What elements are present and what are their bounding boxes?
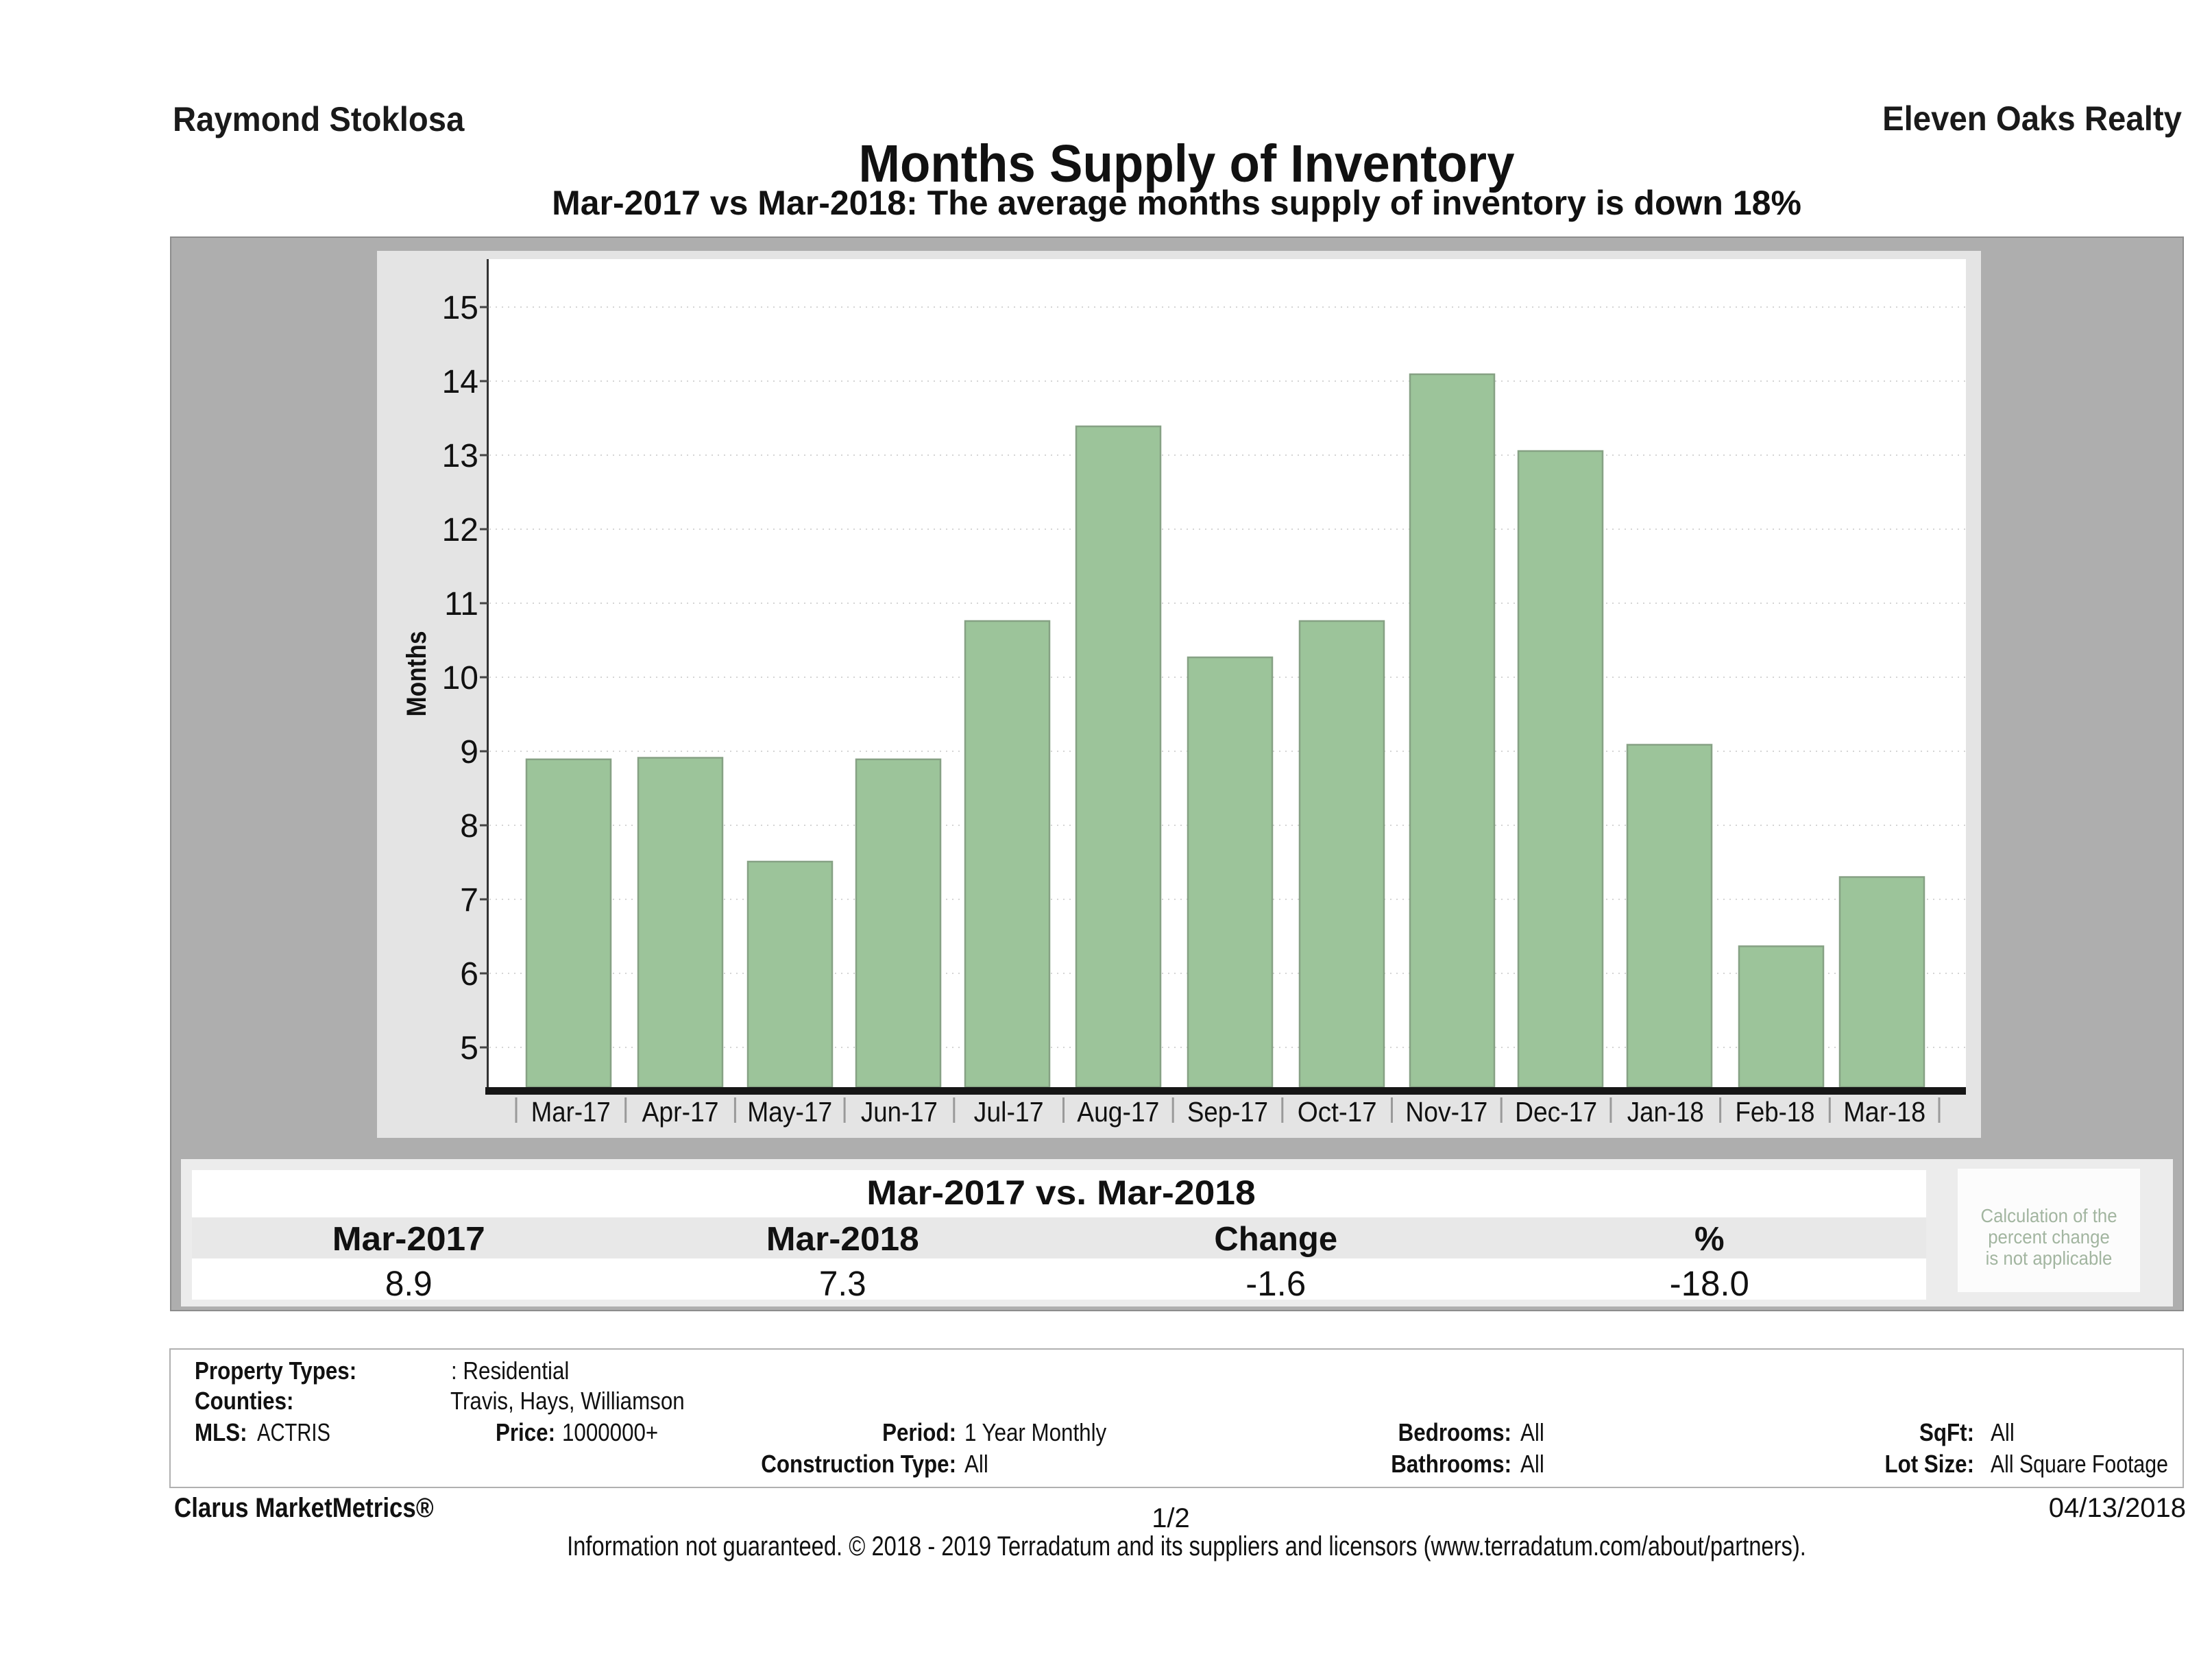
svg-text:Mar-17: Mar-17	[531, 1096, 611, 1128]
svg-text:10: 10	[442, 660, 478, 696]
svg-text:Jun-17: Jun-17	[861, 1096, 938, 1128]
svg-text:14: 14	[442, 364, 478, 400]
svg-text:13: 13	[442, 438, 478, 474]
svg-text:15: 15	[442, 290, 478, 326]
svg-text:May-17: May-17	[747, 1096, 832, 1128]
svg-text:8: 8	[460, 808, 478, 844]
svg-text:Feb-18: Feb-18	[1736, 1096, 1815, 1128]
svg-text:Months: Months	[402, 631, 432, 717]
svg-text:5: 5	[460, 1030, 478, 1067]
svg-text:Apr-17: Apr-17	[642, 1096, 719, 1128]
svg-text:7: 7	[460, 882, 478, 919]
svg-text:Jul-17: Jul-17	[974, 1096, 1044, 1128]
svg-text:Sep-17: Sep-17	[1187, 1096, 1268, 1128]
svg-text:6: 6	[460, 956, 478, 993]
svg-text:12: 12	[442, 512, 478, 548]
svg-text:Oct-17: Oct-17	[1298, 1096, 1377, 1128]
svg-text:Nov-17: Nov-17	[1405, 1096, 1487, 1128]
svg-text:11: 11	[444, 586, 478, 622]
svg-text:Mar-18: Mar-18	[1843, 1096, 1925, 1128]
svg-text:Jan-18: Jan-18	[1627, 1096, 1704, 1128]
svg-text:9: 9	[460, 734, 478, 770]
svg-text:Dec-17: Dec-17	[1515, 1096, 1597, 1128]
svg-text:Aug-17: Aug-17	[1077, 1096, 1159, 1128]
